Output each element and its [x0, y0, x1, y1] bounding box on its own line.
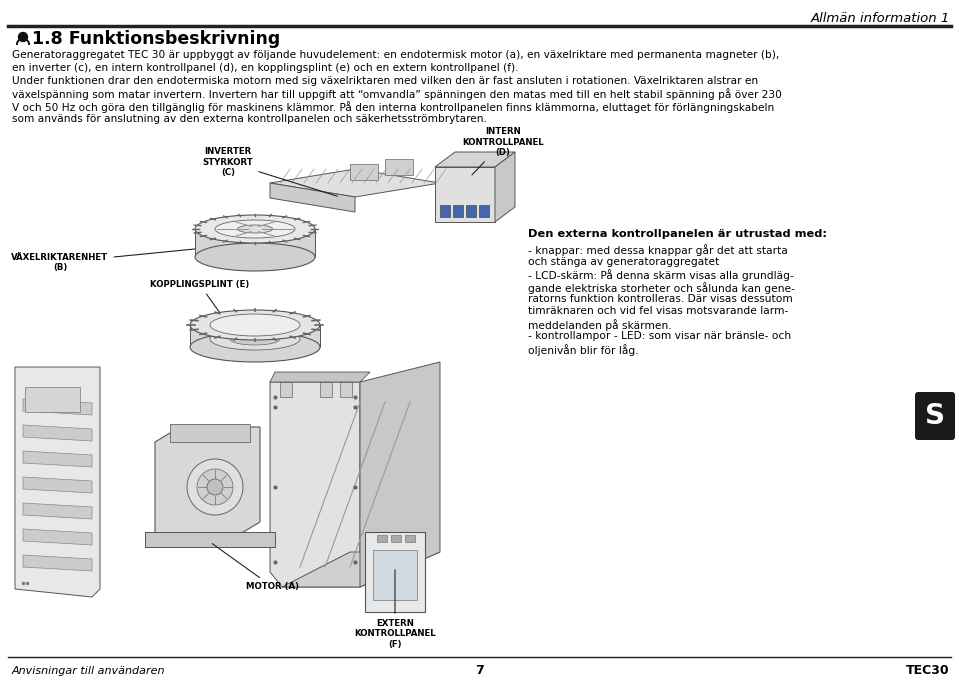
Text: VÄXELRIKTARENHET
(B): VÄXELRIKTARENHET (B): [12, 247, 212, 272]
Text: Under funktionen drar den endotermiska motorn med sig växelriktaren med vilken d: Under funktionen drar den endotermiska m…: [12, 76, 759, 86]
Text: timräknaren och vid fel visas motsvarande larm-: timräknaren och vid fel visas motsvarand…: [528, 306, 788, 317]
Bar: [479, 205, 489, 217]
Text: meddelanden på skärmen.: meddelanden på skärmen.: [528, 319, 671, 330]
Polygon shape: [23, 425, 92, 441]
Text: och stänga av generatoraggregatet: och stänga av generatoraggregatet: [528, 257, 719, 267]
Text: - kontrollampor - LED: som visar när bränsle- och: - kontrollampor - LED: som visar när brä…: [528, 331, 791, 341]
Circle shape: [197, 469, 233, 505]
Polygon shape: [190, 325, 320, 347]
Polygon shape: [365, 532, 425, 612]
Ellipse shape: [215, 220, 295, 238]
Text: Anvisningar till användaren: Anvisningar till användaren: [12, 666, 166, 676]
Polygon shape: [23, 503, 92, 519]
Text: Den externa kontrollpanelen är utrustad med:: Den externa kontrollpanelen är utrustad …: [528, 229, 827, 239]
Text: som används för anslutning av den externa kontrollpanelen och säkerhetsströmbryt: som används för anslutning av den extern…: [12, 114, 487, 124]
Text: MOTOR (A): MOTOR (A): [212, 543, 298, 591]
Bar: [466, 205, 476, 217]
Polygon shape: [435, 167, 495, 222]
Bar: [350, 164, 378, 180]
Text: KOPPLINGSPLINT (E): KOPPLINGSPLINT (E): [150, 280, 249, 325]
Bar: [377, 535, 387, 542]
Ellipse shape: [190, 332, 320, 362]
Text: INTERN
KONTROLLPANEL
(D): INTERN KONTROLLPANEL (D): [462, 127, 544, 175]
Ellipse shape: [238, 225, 272, 233]
Polygon shape: [23, 555, 92, 571]
Bar: [25, 387, 80, 412]
Text: Allmän information 1: Allmän information 1: [810, 12, 950, 25]
Polygon shape: [270, 169, 440, 197]
Text: V och 50 Hz och göra den tillgänglig för maskinens klämmor. På den interna kontr: V och 50 Hz och göra den tillgänglig för…: [12, 101, 774, 113]
Polygon shape: [23, 477, 92, 493]
Polygon shape: [145, 532, 275, 547]
Text: oljenivån blir för låg.: oljenivån blir för låg.: [528, 344, 639, 355]
Circle shape: [187, 459, 243, 515]
Polygon shape: [282, 552, 440, 587]
Text: gande elektriska storheter och sålunda kan gene-: gande elektriska storheter och sålunda k…: [528, 282, 795, 293]
Polygon shape: [23, 451, 92, 467]
Polygon shape: [435, 152, 515, 167]
Polygon shape: [270, 382, 360, 587]
Bar: [405, 535, 415, 542]
Text: ratorns funktion kontrolleras. Där visas dessutom: ratorns funktion kontrolleras. Där visas…: [528, 294, 793, 304]
Circle shape: [18, 32, 28, 41]
Text: en inverter (c), en intern kontrollpanel (d), en kopplingsplint (e) och en exter: en inverter (c), en intern kontrollpanel…: [12, 63, 519, 73]
Ellipse shape: [210, 314, 300, 336]
Polygon shape: [15, 367, 100, 597]
Bar: [320, 382, 332, 397]
Bar: [280, 382, 292, 397]
Text: växelspänning som matar invertern. Invertern har till uppgift att “omvandla” spä: växelspänning som matar invertern. Inver…: [12, 89, 782, 100]
Ellipse shape: [230, 333, 280, 345]
Bar: [385, 159, 413, 175]
Polygon shape: [270, 183, 355, 212]
Bar: [340, 382, 352, 397]
Ellipse shape: [190, 310, 320, 340]
Circle shape: [207, 479, 223, 495]
Bar: [373, 550, 417, 600]
Text: 7: 7: [476, 664, 484, 677]
Text: 1.8 Funktionsbeskrivning: 1.8 Funktionsbeskrivning: [32, 30, 280, 48]
Polygon shape: [495, 152, 515, 222]
Polygon shape: [23, 529, 92, 545]
Text: EXTERN
KONTROLLPANEL
(F): EXTERN KONTROLLPANEL (F): [354, 570, 435, 649]
Polygon shape: [23, 399, 92, 415]
Polygon shape: [360, 362, 440, 587]
Ellipse shape: [210, 328, 300, 350]
Text: - knappar: med dessa knappar går det att starta: - knappar: med dessa knappar går det att…: [528, 245, 788, 256]
Polygon shape: [195, 229, 315, 257]
Text: S: S: [925, 402, 945, 430]
Ellipse shape: [195, 243, 315, 271]
FancyBboxPatch shape: [915, 392, 955, 440]
Text: TEC30: TEC30: [906, 664, 950, 677]
Bar: [440, 205, 450, 217]
Bar: [391, 535, 401, 542]
Text: Generatoraggregatet TEC 30 är uppbyggt av följande huvudelement: en endotermisk : Generatoraggregatet TEC 30 är uppbyggt a…: [12, 50, 780, 60]
Polygon shape: [270, 372, 370, 382]
Bar: [453, 205, 463, 217]
Bar: [170, 424, 250, 442]
Polygon shape: [155, 427, 260, 537]
Text: INVERTER
STYRKORT
(C): INVERTER STYRKORT (C): [202, 147, 338, 196]
Text: - LCD-skärm: På denna skärm visas alla grundläg-: - LCD-skärm: På denna skärm visas alla g…: [528, 269, 794, 281]
Ellipse shape: [195, 215, 315, 243]
